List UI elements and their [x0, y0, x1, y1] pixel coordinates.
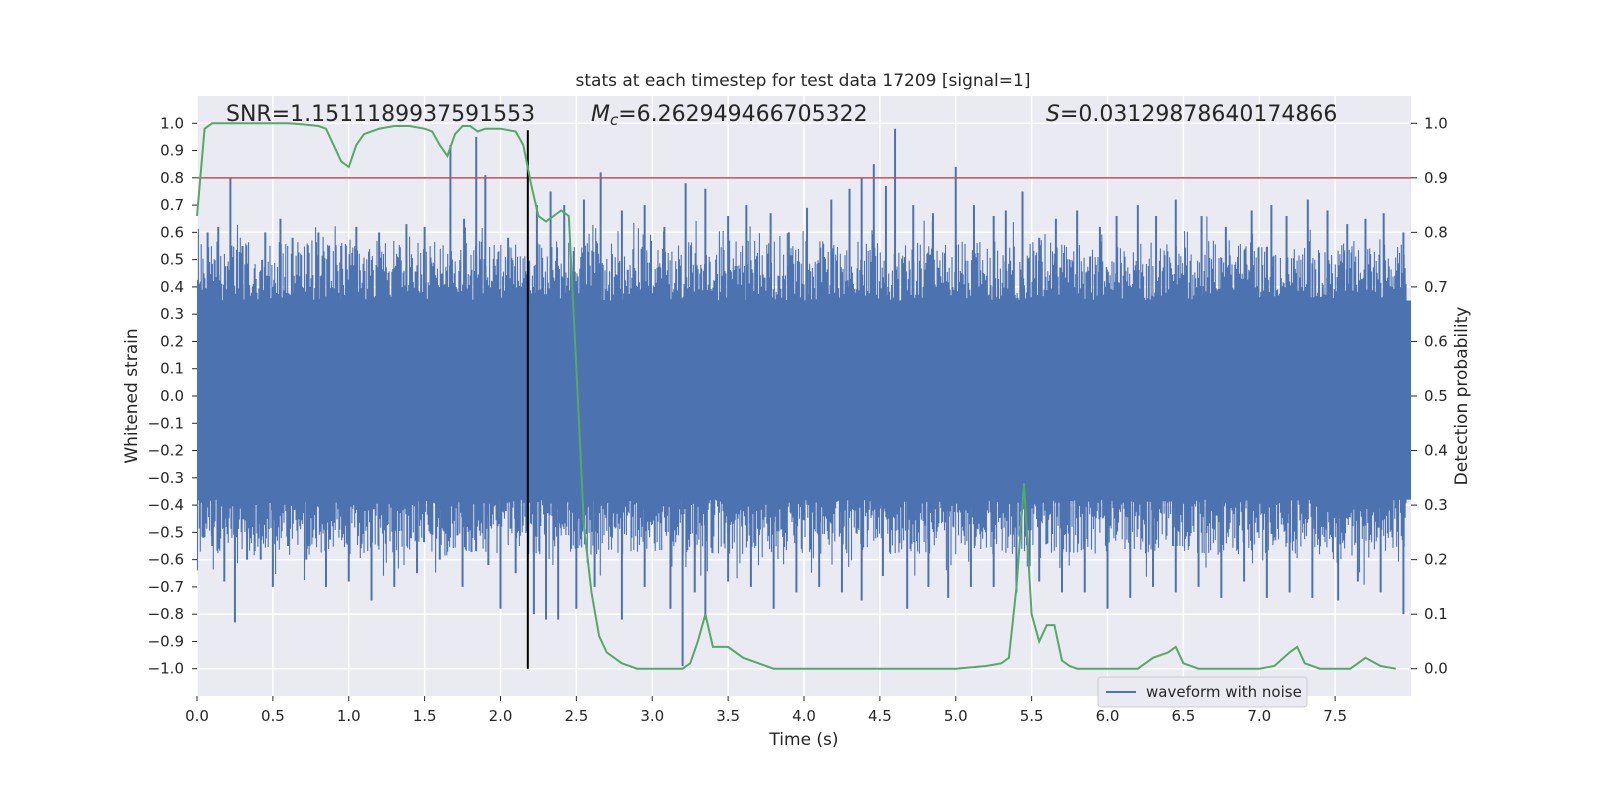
y-right-tick-label: 0.2	[1424, 551, 1448, 569]
y-left-tick-label: −0.1	[148, 414, 184, 432]
y-left-tick-label: 0.6	[160, 223, 184, 241]
y-right-tick-label: 0.8	[1424, 223, 1448, 241]
s-value: =0.03129878640174866	[1060, 102, 1337, 127]
y-left-tick-label: 0.2	[160, 332, 184, 350]
y-left-tick-label: −0.6	[148, 551, 184, 569]
chart-title: stats at each timestep for test data 172…	[576, 71, 1031, 91]
y-right-tick-label: 0.3	[1424, 496, 1448, 514]
chirp-mass-symbol: M	[591, 102, 610, 127]
legend: waveform with noise	[1097, 676, 1308, 708]
y-right-tick-label: 0.6	[1424, 332, 1448, 350]
x-tick-label: 2.5	[564, 707, 588, 725]
y-left-tick-label: 1.0	[160, 114, 184, 132]
y-left-tick-label: −0.5	[148, 523, 184, 541]
detection-probability-line	[196, 122, 1396, 670]
x-tick-label: 4.5	[868, 707, 892, 725]
y-left-tick-label: 0.1	[160, 360, 184, 378]
x-tick-label: 1.5	[413, 707, 437, 725]
y-right-axis-label: Detection probability	[1452, 307, 1472, 486]
s-symbol: S	[1046, 102, 1060, 127]
x-tick-label: 5.5	[1020, 707, 1044, 725]
y-left-tick-label: 0.4	[160, 278, 184, 296]
chirp-mass-value: =6.262949466705322	[618, 102, 867, 127]
chirp-mass-subscript: c	[610, 111, 619, 129]
y-left-tick-label: −0.8	[148, 605, 184, 623]
waveform-fluctuations	[196, 216, 1407, 585]
x-tick-label: 2.0	[489, 707, 513, 725]
x-tick-label: 4.0	[792, 707, 816, 725]
x-tick-label: 3.5	[716, 707, 740, 725]
y-right-tick-label: 0.5	[1424, 387, 1448, 405]
y-left-tick-label: 0.8	[160, 169, 184, 187]
s-annotation: S=0.03129878640174866	[1046, 102, 1337, 127]
y-left-tick-label: 0.0	[160, 387, 184, 405]
y-left-tick-label: 0.9	[160, 142, 184, 160]
x-tick-label: 3.0	[640, 707, 664, 725]
y-left-tick-label: −0.4	[148, 496, 184, 514]
waveform-series	[196, 128, 1411, 666]
y-left-tick-label: 0.3	[160, 305, 184, 323]
x-tick-label: 7.5	[1323, 707, 1347, 725]
y-left-tick-label: −0.2	[148, 442, 184, 460]
y-right-axis-ticks: 1.0 0.9 0.8 0.7 0.6 0.5 0.4 0.3 0.2 0.1 0.0	[1411, 114, 1448, 678]
x-tick-label: 6.5	[1171, 707, 1195, 725]
y-left-tick-label: −0.7	[148, 578, 184, 596]
y-left-tick-label: 0.5	[160, 251, 184, 269]
x-axis-ticks: 0.0 0.5 1.0 1.5 2.0 2.5 3.0 3.5 4.0 4.5 5.0 5.5 6.0 6…	[185, 696, 1347, 725]
x-tick-label: 6.0	[1096, 707, 1120, 725]
x-tick-label: 7.0	[1247, 707, 1271, 725]
x-tick-label: 0.5	[261, 707, 285, 725]
y-left-axis-label: Whitened strain	[122, 328, 142, 463]
y-right-tick-label: 0.7	[1424, 278, 1448, 296]
snr-annotation: SNR=1.1511189937591553	[226, 102, 535, 127]
x-axis-label: Time (s)	[768, 730, 838, 750]
y-left-tick-label: 0.7	[160, 196, 184, 214]
chirp-mass-annotation: Mc=6.262949466705322	[591, 102, 868, 129]
x-tick-label: 1.0	[337, 707, 361, 725]
legend-label: waveform with noise	[1146, 683, 1302, 701]
y-left-axis-ticks: 1.0 0.9 0.8 0.7 0.6 0.5 0.4 0.3 0.2 0.1 0.0 −0.1 −0.…	[148, 114, 197, 678]
y-right-tick-label: 0.9	[1424, 169, 1448, 187]
x-tick-label: 0.0	[185, 707, 209, 725]
x-tick-label: 5.0	[944, 707, 968, 725]
y-left-tick-label: −0.9	[148, 632, 184, 650]
y-left-tick-label: −1.0	[148, 660, 184, 678]
y-right-tick-label: 0.1	[1424, 605, 1448, 623]
y-left-tick-label: −0.3	[148, 469, 184, 487]
y-right-tick-label: 0.0	[1424, 660, 1448, 678]
legend-box	[1097, 676, 1308, 708]
y-right-tick-label: 0.4	[1424, 442, 1448, 460]
y-right-tick-label: 1.0	[1424, 114, 1448, 132]
